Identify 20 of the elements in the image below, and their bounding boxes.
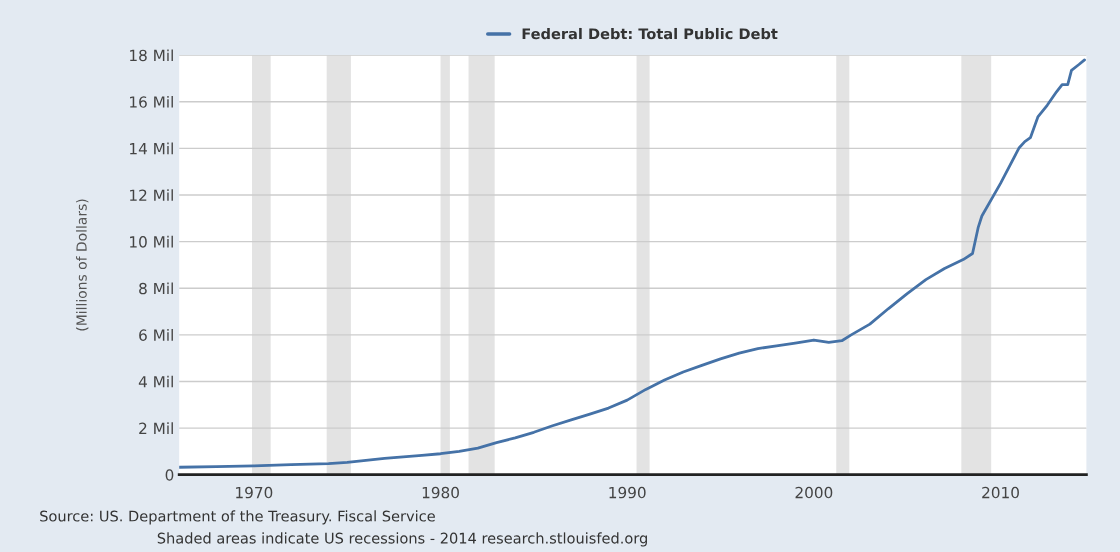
y-tick-label: 16 Mil: [130, 96, 173, 108]
x-tick-label: 1980: [422, 486, 459, 499]
y-tick-label: 2 Mil: [139, 422, 173, 434]
y-tick-label: 0: [165, 469, 174, 481]
source-note: Source: US. Department of the Treasury. Fiscal Service: [40, 510, 435, 525]
y-tick-label: 10 Mil: [130, 235, 173, 248]
y-tick-label: 4 Mil: [138, 375, 173, 388]
y-tick-label: 18 Mil: [130, 49, 173, 62]
y-tick-label: 8 Mil: [139, 282, 173, 295]
y-tick-label: 6 Mil: [139, 329, 173, 341]
x-tick-label: 1990: [609, 486, 646, 499]
y-tick-label: 12 Mil: [130, 189, 173, 201]
line-series: [179, 58, 1086, 469]
y-axis-title: (Millions of Dollars): [76, 199, 89, 331]
legend-label: Federal Debt: Total Public Debt: [522, 27, 778, 40]
x-tick-label: 2010: [982, 486, 1019, 499]
text: Shaded areas indicate US recessions - 2014 research.stlouisfed.org: [157, 532, 647, 547]
y-tick-label: 14 Mil: [130, 142, 173, 155]
x-tick-label: 1970: [236, 486, 273, 499]
x-tick-label: 2000: [795, 486, 833, 499]
